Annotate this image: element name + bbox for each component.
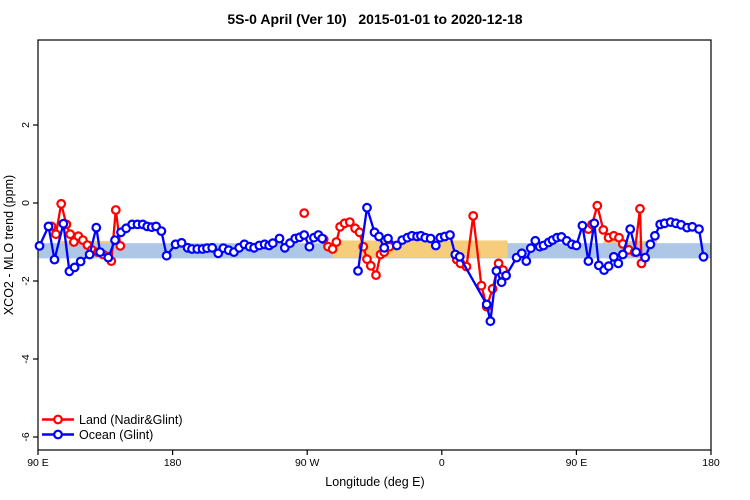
- data-point-marker: [640, 252, 651, 263]
- data-point-marker: [631, 247, 642, 258]
- legend-label: Ocean (Glint): [79, 428, 153, 442]
- data-point-marker: [589, 218, 600, 229]
- data-point-marker: [43, 221, 54, 232]
- data-point-marker: [317, 233, 328, 244]
- data-point-marker: [481, 299, 492, 310]
- data-point-marker: [598, 224, 609, 235]
- data-point-marker: [353, 266, 363, 276]
- data-point-marker: [84, 249, 95, 260]
- data-point-marker: [476, 280, 487, 291]
- x-axis-title: Longitude (deg E): [325, 475, 424, 489]
- data-point-marker: [491, 266, 502, 276]
- data-point-marker: [617, 249, 628, 260]
- data-point-marker: [445, 230, 455, 240]
- data-point-marker: [65, 229, 76, 240]
- data-point-marker: [577, 220, 588, 231]
- data-point-marker: [430, 240, 441, 251]
- axis-tick-labels: 90 E 180 90 W 0 90 E 180 2 0 -2 -4 -6: [20, 122, 720, 469]
- data-point-marker: [454, 251, 465, 262]
- data-point-marker: [110, 235, 120, 246]
- data-point-marker: [156, 226, 167, 237]
- x-tick-label: 180: [702, 457, 720, 469]
- data-point-marker: [521, 256, 532, 267]
- data-point-marker: [49, 254, 60, 265]
- legend-marker: [53, 414, 63, 425]
- chart-title: 5S-0 April (Ver 10) 2015-01-01 to 2020-1…: [227, 11, 523, 27]
- y-tick-label: -4: [20, 354, 32, 363]
- data-point-marker: [34, 240, 45, 251]
- data-point-marker: [58, 218, 69, 229]
- data-point-marker: [425, 233, 436, 244]
- y-axis-title: XCO2 - MLO trend (ppm): [2, 175, 16, 315]
- data-point-marker: [516, 248, 527, 259]
- legend-item-ocean: Ocean (Glint): [42, 428, 153, 442]
- data-point-marker: [331, 237, 342, 247]
- x-tick-label: 0: [439, 457, 445, 469]
- data-point-marker: [103, 252, 114, 263]
- data-point-marker: [525, 243, 536, 254]
- data-point-marker: [371, 270, 381, 281]
- axis-ticks: [33, 124, 712, 455]
- data-point-marker: [176, 237, 187, 248]
- legend-label: Land (Nadir&Glint): [79, 413, 183, 427]
- series-ocean: [34, 202, 709, 327]
- x-tick-label: 90 E: [566, 457, 588, 469]
- data-point-marker: [267, 238, 278, 249]
- data-point-marker: [379, 242, 390, 253]
- x-tick-label: 180: [164, 457, 182, 469]
- data-point-marker: [365, 260, 376, 271]
- data-point-marker: [603, 261, 614, 272]
- data-point-marker: [207, 242, 218, 253]
- data-point-marker: [592, 200, 603, 211]
- y-tick-label: -6: [20, 432, 32, 441]
- legend-item-land: Land (Nadir&Glint): [42, 413, 183, 427]
- data-point-marker: [51, 229, 61, 240]
- series-line: [356, 206, 705, 323]
- legend-marker: [53, 429, 63, 440]
- data-point-marker: [344, 217, 355, 228]
- data-point-marker: [56, 198, 67, 209]
- data-point-marker: [468, 210, 479, 221]
- data-point-marker: [645, 239, 656, 250]
- data-point-marker: [304, 241, 315, 252]
- data-point-marker: [635, 203, 645, 214]
- data-point-marker: [501, 270, 512, 281]
- data-point-marker: [161, 250, 172, 261]
- data-point-marker: [274, 233, 285, 244]
- data-point-marker: [571, 240, 582, 251]
- data-point-marker: [698, 251, 709, 262]
- x-tick-label: 90 E: [27, 457, 49, 469]
- data-point-marker: [485, 316, 496, 327]
- y-tick-label: 2: [20, 122, 32, 128]
- data-point-marker: [383, 233, 393, 244]
- y-tick-label: 0: [20, 200, 32, 206]
- data-point-marker: [115, 240, 126, 251]
- data-point-marker: [650, 230, 660, 241]
- data-point-marker: [91, 222, 102, 233]
- data-point-marker: [110, 205, 121, 215]
- legend: Land (Nadir&Glint)Ocean (Glint): [42, 413, 183, 442]
- data-point-marker: [613, 258, 624, 269]
- data-point-marker: [95, 247, 105, 258]
- data-point-marker: [583, 256, 594, 267]
- data-point-marker: [694, 224, 704, 235]
- land-mean-band: [332, 240, 508, 258]
- data-point-marker: [608, 251, 619, 262]
- data-point-marker: [299, 230, 310, 240]
- data-point-marker: [69, 262, 80, 273]
- x-tick-label: 90 W: [295, 457, 320, 469]
- data-point-marker: [362, 202, 372, 213]
- data-point-marker: [75, 256, 86, 267]
- data-point-marker: [625, 224, 636, 235]
- data-point-marker: [299, 208, 310, 219]
- data-point-marker: [496, 277, 507, 288]
- data-point-marker: [374, 231, 384, 242]
- y-tick-label: -2: [20, 276, 32, 285]
- data-point-marker: [327, 244, 338, 254]
